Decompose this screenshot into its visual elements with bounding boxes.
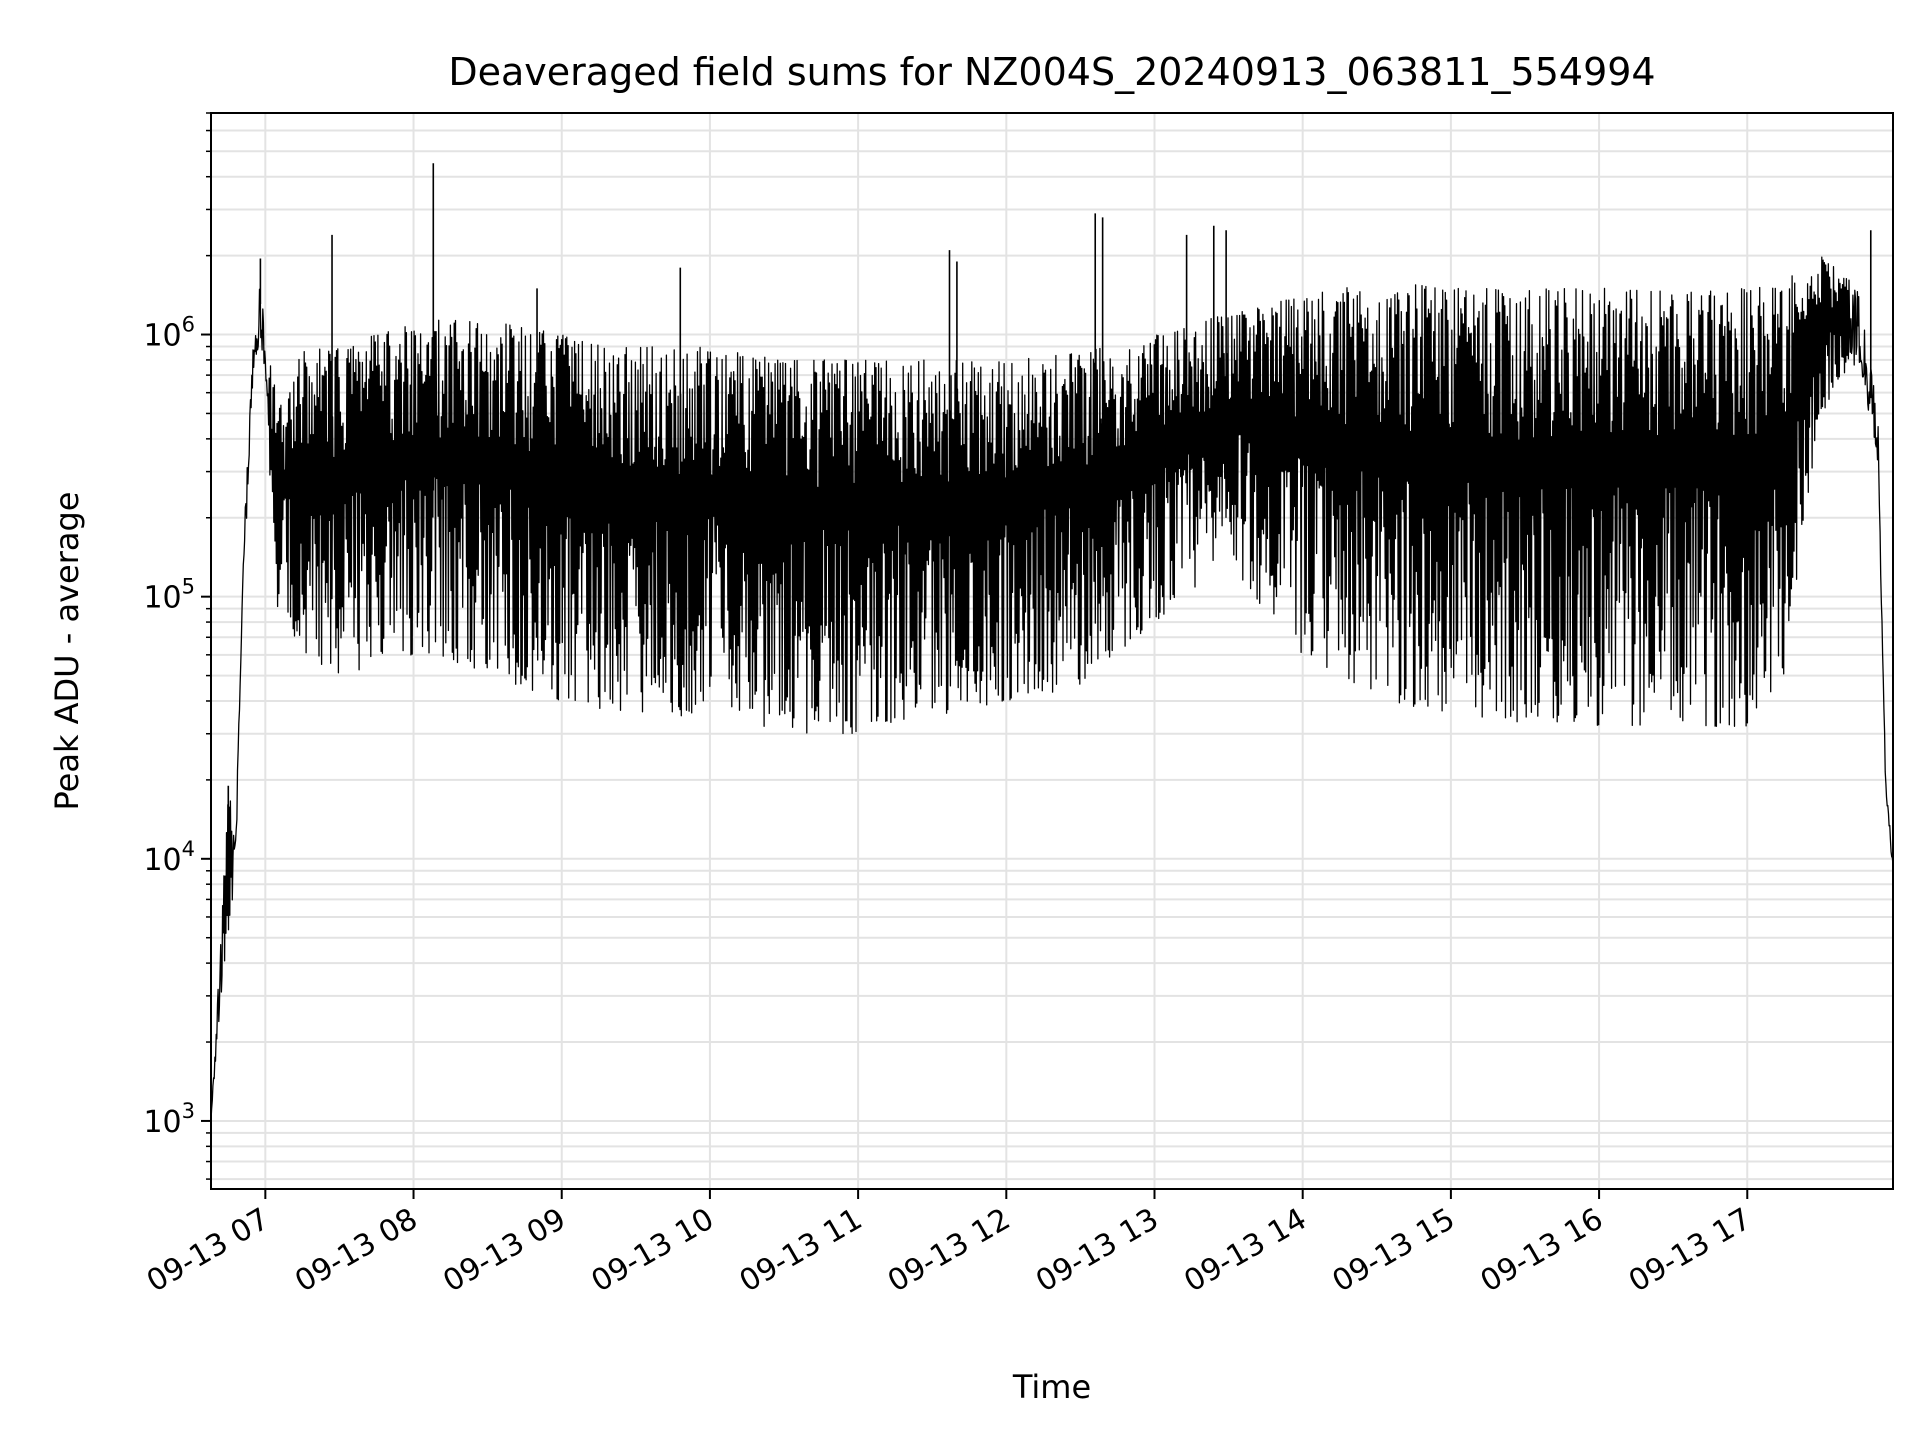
y-tick-label: 103 <box>143 1099 195 1140</box>
plot-frame <box>210 112 1894 1190</box>
x-axis-label: Time <box>1012 1368 1091 1406</box>
y-tick-exponent: 5 <box>182 575 195 599</box>
y-tick-label: 106 <box>143 313 195 354</box>
chart-title: Deaveraged field sums for NZ004S_2024091… <box>448 50 1655 94</box>
y-tick-exponent: 4 <box>182 837 195 861</box>
y-tick-base: 10 <box>143 319 181 354</box>
y-tick-base: 10 <box>143 1105 181 1140</box>
y-tick-base: 10 <box>143 581 181 616</box>
y-tick-exponent: 3 <box>182 1099 195 1123</box>
y-tick-label: 104 <box>143 837 195 878</box>
y-tick-base: 10 <box>143 843 181 878</box>
y-tick-exponent: 6 <box>182 313 195 337</box>
series-line <box>210 256 1894 1121</box>
y-axis-label: Peak ADU - average <box>48 492 86 811</box>
y-tick-label: 105 <box>143 575 195 616</box>
data-series <box>210 163 1894 1121</box>
